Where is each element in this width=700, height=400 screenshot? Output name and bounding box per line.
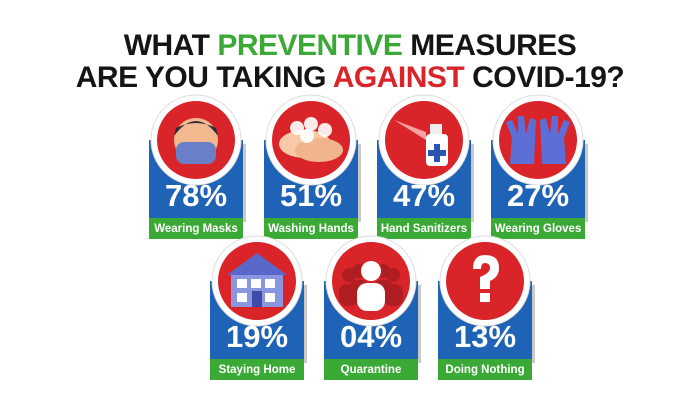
label-bar — [264, 218, 358, 239]
label: Wearing Gloves — [495, 223, 582, 235]
question — [473, 255, 499, 289]
label: Staying Home — [219, 364, 296, 376]
label: Washing Hands — [268, 223, 354, 235]
icon-bg — [499, 101, 577, 179]
title-text: WHAT — [123, 29, 210, 62]
card: 04% Quarantine — [324, 235, 421, 380]
label: Wearing Masks — [154, 223, 238, 235]
title-highlight: AGAINST — [332, 61, 465, 94]
nozzle — [430, 124, 442, 134]
label: Hand Sanitizers — [381, 223, 467, 235]
label: Doing Nothing — [445, 364, 524, 376]
glove — [540, 116, 570, 164]
glove — [506, 116, 536, 164]
roof — [227, 253, 287, 275]
mask — [176, 142, 216, 164]
card: 19% Staying Home — [210, 235, 307, 380]
percentage: 78% — [165, 178, 227, 213]
bubble — [300, 129, 314, 143]
label-bar — [491, 218, 585, 239]
title-text: MEASURES — [410, 29, 577, 62]
door — [252, 291, 262, 307]
label-bar — [149, 218, 243, 239]
bubble — [304, 117, 318, 131]
card: 13% Doing Nothing — [438, 235, 535, 380]
person-body — [357, 283, 385, 311]
title-line: ARE YOU TAKING AGAINST COVID-19? — [0, 62, 700, 94]
card: 78% Wearing Masks — [149, 94, 246, 239]
bubble — [318, 123, 332, 137]
title-text: ARE YOU TAKING — [75, 61, 327, 94]
percentage: 27% — [507, 178, 569, 213]
title-text: COVID-19? — [472, 61, 625, 94]
spray — [394, 120, 426, 140]
label-bar — [324, 359, 418, 380]
title-highlight: PREVENTIVE — [217, 29, 403, 62]
window — [237, 279, 247, 288]
icon-bg — [385, 101, 463, 179]
window — [237, 293, 247, 302]
percentage: 19% — [226, 319, 288, 354]
label-bar — [377, 218, 471, 239]
question-dot — [480, 293, 490, 302]
hand — [295, 138, 343, 162]
label-bar — [210, 359, 304, 380]
title-line: WHAT PREVENTIVE MEASURES — [0, 30, 700, 62]
hair — [174, 121, 218, 136]
card: 47% Hand Sanitizers — [377, 94, 474, 239]
label-bar — [438, 359, 532, 380]
person-head — [361, 261, 381, 281]
cross — [428, 144, 446, 162]
card: 51% Washing Hands — [264, 94, 361, 239]
window — [265, 279, 275, 288]
window — [265, 293, 275, 302]
label: Quarantine — [341, 364, 402, 376]
percentage: 13% — [454, 319, 516, 354]
percentage: 04% — [340, 319, 402, 354]
percentage: 47% — [393, 178, 455, 213]
card: 27% Wearing Gloves — [491, 94, 588, 239]
window — [251, 279, 261, 288]
bubble — [290, 121, 304, 135]
percentage: 51% — [280, 178, 342, 213]
